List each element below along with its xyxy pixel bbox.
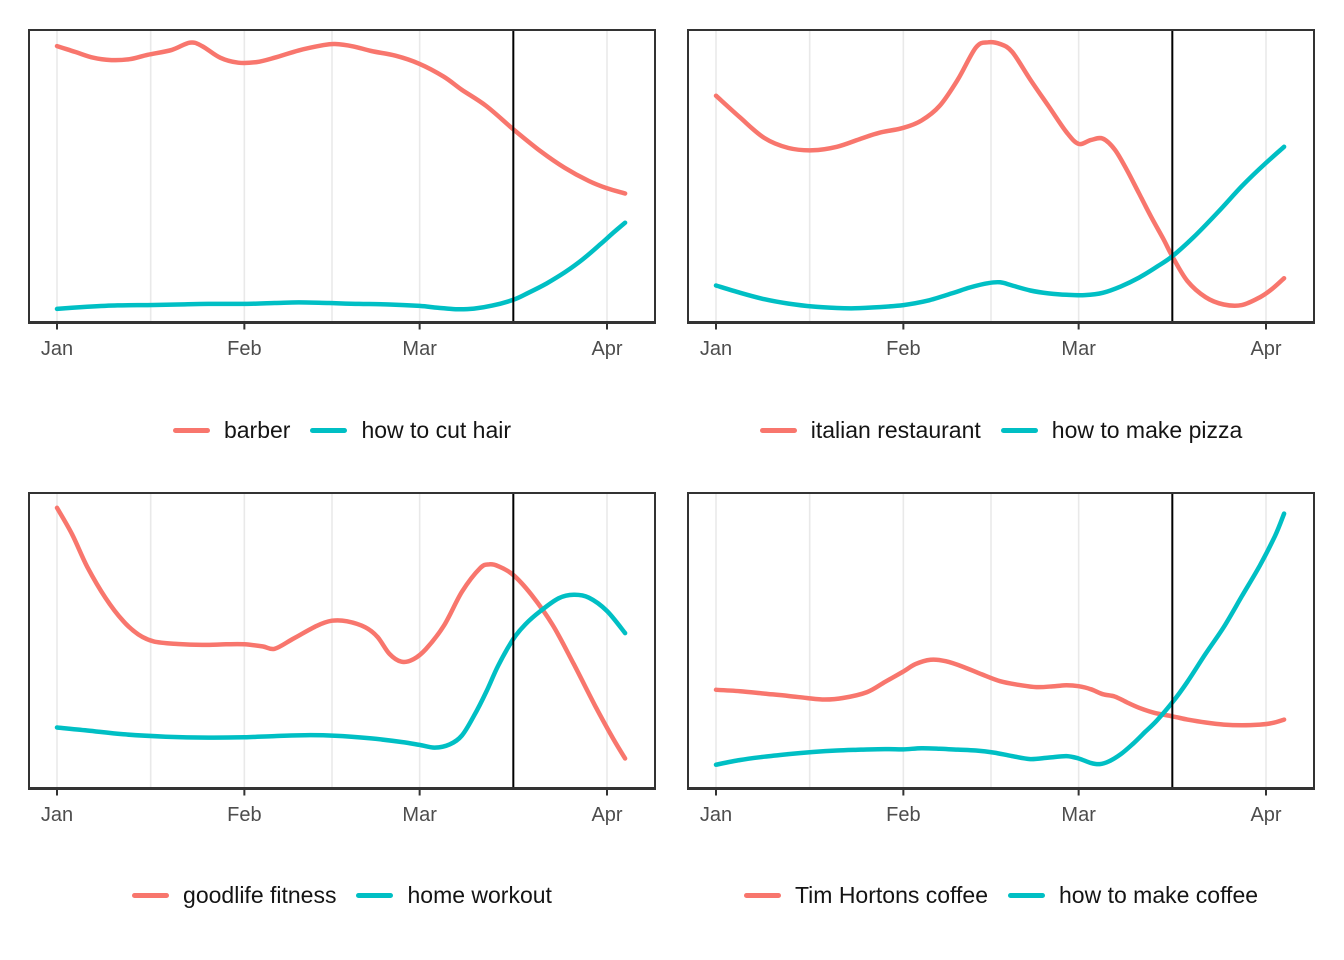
x-tick-label: Apr	[591, 804, 622, 826]
legend-label: home workout	[407, 881, 552, 908]
legend-key-line-teal	[356, 892, 394, 898]
x-tick-label: Apr	[1250, 338, 1281, 360]
chart-panel-goodlife-fitness: Jan Feb Mar Apr goodlife fitness home worko…	[0, 480, 672, 960]
legend-item: barber	[172, 416, 291, 444]
chart-panel-tim-hortons: Jan Feb Mar Apr Tim Hortons coffee how to m…	[672, 480, 1344, 960]
x-tick-label: Jan	[700, 804, 732, 826]
x-tick-label: Mar	[1061, 338, 1096, 360]
legend-item: how to make coffee	[1008, 882, 1258, 909]
series-line-0	[713, 657, 1287, 728]
panel-border	[687, 29, 1315, 323]
legend-key-line-teal	[1000, 427, 1038, 433]
panel-border	[687, 492, 1315, 789]
series-line-0	[54, 40, 628, 196]
legend-label: barber	[223, 416, 291, 443]
legend-goodlife-fitness: goodlife fitness home workout	[29, 879, 655, 911]
x-tick-label: Jan	[41, 804, 73, 826]
legend-item: home workout	[356, 881, 552, 909]
panel-border	[28, 29, 656, 323]
legend-label: how to make pizza	[1051, 416, 1243, 443]
chart-panel-barber: Jan Feb Mar Apr barber how to cut hair	[0, 0, 672, 480]
chart-panel-italian-restaurant: Jan Feb Mar Apr italian restaurant how to m…	[672, 0, 1344, 480]
legend-key-line-teal	[1008, 892, 1045, 898]
x-tick-label: Feb	[227, 338, 261, 360]
x-tick-label: Apr	[1250, 804, 1281, 826]
series-line-1	[713, 511, 1287, 767]
line-chart-barber-vs-how-to-cut-hair: Jan Feb Mar Apr	[28, 29, 656, 360]
series-line-1	[713, 144, 1287, 311]
x-tick-label: Jan	[700, 338, 732, 360]
line-chart-tim-hortons-coffee-vs-how-to-make-coffee: Jan Feb Mar Apr	[687, 492, 1315, 826]
legend-item: Tim Hortons coffee	[743, 881, 988, 909]
line-chart-goodlife-fitness-vs-home-workout: Jan Feb Mar Apr	[28, 492, 656, 826]
legend-key-line-red	[172, 427, 210, 433]
legend-label: goodlife fitness	[183, 881, 337, 908]
x-tick-label: Feb	[886, 804, 920, 826]
legend-key-line-red	[759, 427, 797, 433]
x-tick-label: Mar	[1061, 804, 1096, 826]
legend-item: goodlife fitness	[132, 882, 336, 909]
legend-tim-hortons: Tim Hortons coffee how to make coffee	[688, 879, 1314, 911]
line-chart-italian-restaurant-vs-how-to-make-pizza: Jan Feb Mar Apr	[687, 29, 1315, 360]
legend-key-line-red	[132, 892, 170, 898]
series-line-0	[713, 39, 1287, 309]
x-tick-label: Mar	[402, 338, 437, 360]
series-line-1	[54, 220, 628, 312]
x-tick-label: Feb	[886, 338, 920, 360]
legend-item: how to cut hair	[310, 417, 511, 444]
legend-key-line-teal	[310, 427, 348, 433]
legend-italian-restaurant: italian restaurant how to make pizza	[688, 414, 1314, 446]
series-line-0	[54, 505, 628, 761]
legend-label: how to make coffee	[1059, 881, 1259, 908]
x-tick-label: Jan	[41, 338, 73, 360]
legend-label: italian restaurant	[810, 416, 981, 443]
legend-key-line-red	[743, 892, 781, 898]
legend-item: how to make pizza	[1000, 416, 1243, 444]
legend-label: Tim Hortons coffee	[794, 881, 988, 908]
x-tick-label: Mar	[402, 804, 437, 826]
legend-label: how to cut hair	[361, 416, 512, 443]
x-tick-label: Apr	[591, 338, 622, 360]
legend-item: italian restaurant	[759, 416, 981, 444]
legend-barber: barber how to cut hair	[29, 414, 655, 446]
series-line-1	[54, 592, 628, 750]
x-tick-label: Feb	[227, 804, 261, 826]
